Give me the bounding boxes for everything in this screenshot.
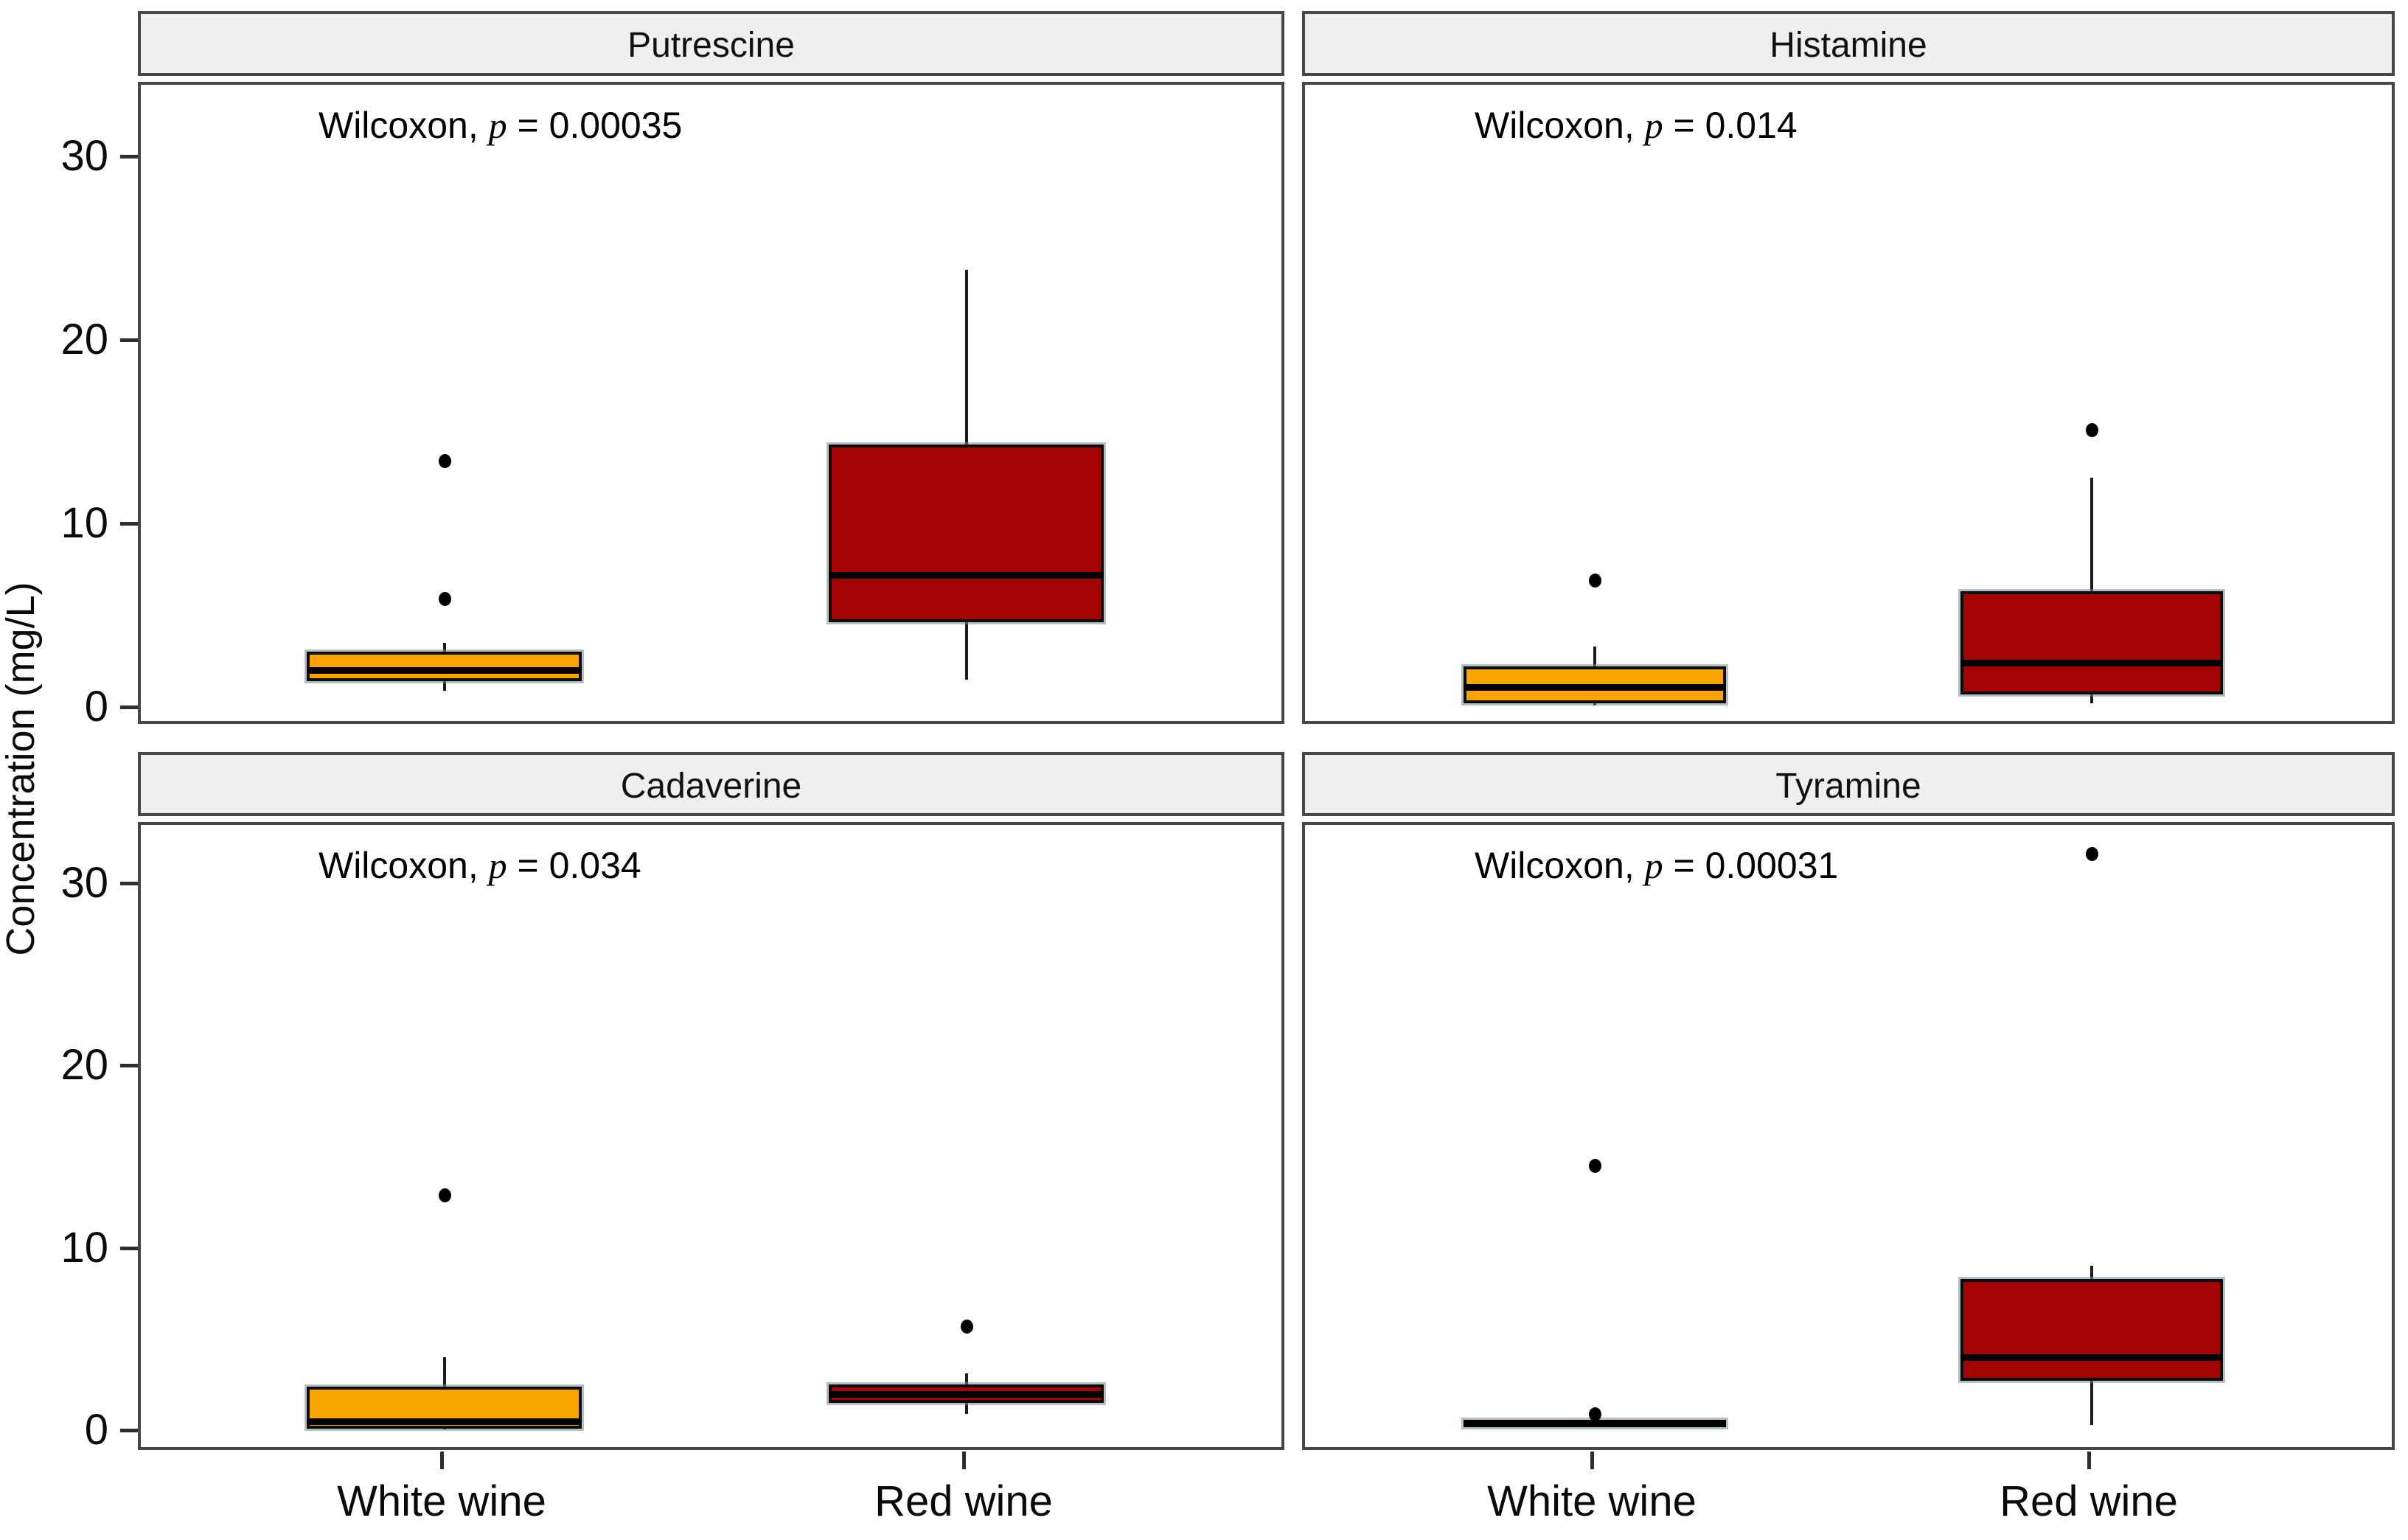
- facet-plot: Wilcoxon, p = 0.00031: [1302, 822, 2395, 1450]
- y-tick-label: 20: [60, 1041, 108, 1089]
- wilcoxon-annotation: Wilcoxon, p = 0.00035: [319, 104, 682, 147]
- y-tick-mark: [120, 155, 138, 158]
- median-line: [829, 1390, 1104, 1398]
- y-tick-mark: [120, 705, 138, 709]
- outlier-point: [1589, 574, 1601, 588]
- x-tick-mark: [1590, 1452, 1594, 1469]
- facet-strip: Putrescine: [138, 11, 1284, 76]
- outlier-point: [1589, 1407, 1601, 1421]
- facet-panel: Cadaverine Wilcoxon, p = 0.034: [138, 752, 1284, 1450]
- median-line: [1960, 1354, 2223, 1361]
- facet-strip: Tyramine: [1302, 752, 2395, 816]
- y-tick-label: 30: [60, 859, 108, 907]
- outlier-point: [439, 592, 451, 607]
- annotation-p-symbol: p: [488, 845, 507, 886]
- annotation-p-value: = 0.00031: [1663, 845, 1839, 886]
- x-tick-mark: [2087, 1452, 2091, 1469]
- annotation-p-symbol: p: [1644, 845, 1663, 886]
- annotation-test-name: Wilcoxon,: [1475, 105, 1645, 146]
- median-line: [307, 667, 582, 675]
- annotation-p-value: = 0.00035: [507, 105, 683, 146]
- wilcoxon-annotation: Wilcoxon, p = 0.034: [319, 844, 641, 887]
- y-tick-mark: [120, 1247, 138, 1250]
- facet-plot: Wilcoxon, p = 0.00035: [138, 82, 1284, 724]
- median-line: [1464, 683, 1726, 691]
- y-tick-label: 10: [60, 499, 108, 547]
- wilcoxon-annotation: Wilcoxon, p = 0.014: [1475, 104, 1798, 147]
- boxplot-box: [307, 652, 582, 682]
- x-tick-label: Red wine: [874, 1477, 1053, 1525]
- annotation-p-symbol: p: [1644, 105, 1663, 146]
- boxplot-box: [829, 444, 1104, 623]
- x-tick-mark: [962, 1452, 966, 1469]
- facet-panel: Tyramine Wilcoxon, p = 0.00031: [1302, 752, 2395, 1450]
- facet-panel: Putrescine Wilcoxon, p = 0.00035: [138, 11, 1284, 724]
- box-whisker: [2090, 477, 2093, 704]
- facet-strip: Cadaverine: [138, 752, 1284, 816]
- wilcoxon-annotation: Wilcoxon, p = 0.00031: [1475, 844, 1838, 887]
- y-tick-label: 10: [60, 1224, 108, 1272]
- outlier-point: [439, 454, 451, 469]
- outlier-point: [1589, 1159, 1601, 1174]
- facet-title: Tyramine: [1775, 767, 1921, 806]
- facet-title: Histamine: [1770, 26, 1927, 65]
- y-tick-mark: [120, 338, 138, 342]
- median-line: [1464, 1420, 1726, 1427]
- median-line: [307, 1418, 582, 1425]
- facet-plot: Wilcoxon, p = 0.014: [1302, 82, 2395, 724]
- outlier-point: [2086, 423, 2098, 437]
- y-tick-mark: [120, 1429, 138, 1432]
- annotation-test-name: Wilcoxon,: [319, 845, 489, 886]
- boxplot-box: [1960, 591, 2223, 694]
- y-tick-label: 0: [84, 683, 108, 731]
- x-tick-label: Red wine: [2000, 1477, 2178, 1525]
- annotation-test-name: Wilcoxon,: [1475, 845, 1645, 886]
- y-tick-mark: [120, 1064, 138, 1067]
- annotation-p-symbol: p: [488, 105, 507, 146]
- facet-panel: Histamine Wilcoxon, p = 0.014: [1302, 11, 2395, 724]
- annotation-p-value: = 0.034: [507, 845, 641, 886]
- outlier-point: [2086, 846, 2098, 861]
- x-tick-label: White wine: [337, 1477, 546, 1525]
- x-tick-label: White wine: [1487, 1477, 1697, 1525]
- y-tick-mark: [120, 522, 138, 526]
- annotation-test-name: Wilcoxon,: [319, 105, 489, 146]
- median-line: [1960, 660, 2223, 667]
- annotation-p-value: = 0.014: [1663, 105, 1798, 146]
- median-line: [829, 571, 1104, 579]
- outlier-point: [439, 1188, 451, 1202]
- x-tick-mark: [440, 1452, 444, 1469]
- y-tick-mark: [120, 882, 138, 885]
- facet-title: Putrescine: [627, 26, 795, 65]
- boxplot-box: [1960, 1278, 2223, 1382]
- facet-plot: Wilcoxon, p = 0.034: [138, 822, 1284, 1450]
- facet-strip: Histamine: [1302, 11, 2395, 76]
- facet-title: Cadaverine: [620, 767, 802, 806]
- y-tick-label: 0: [84, 1406, 108, 1454]
- y-tick-label: 30: [60, 132, 108, 180]
- y-tick-label: 20: [60, 316, 108, 363]
- outlier-point: [961, 1319, 973, 1334]
